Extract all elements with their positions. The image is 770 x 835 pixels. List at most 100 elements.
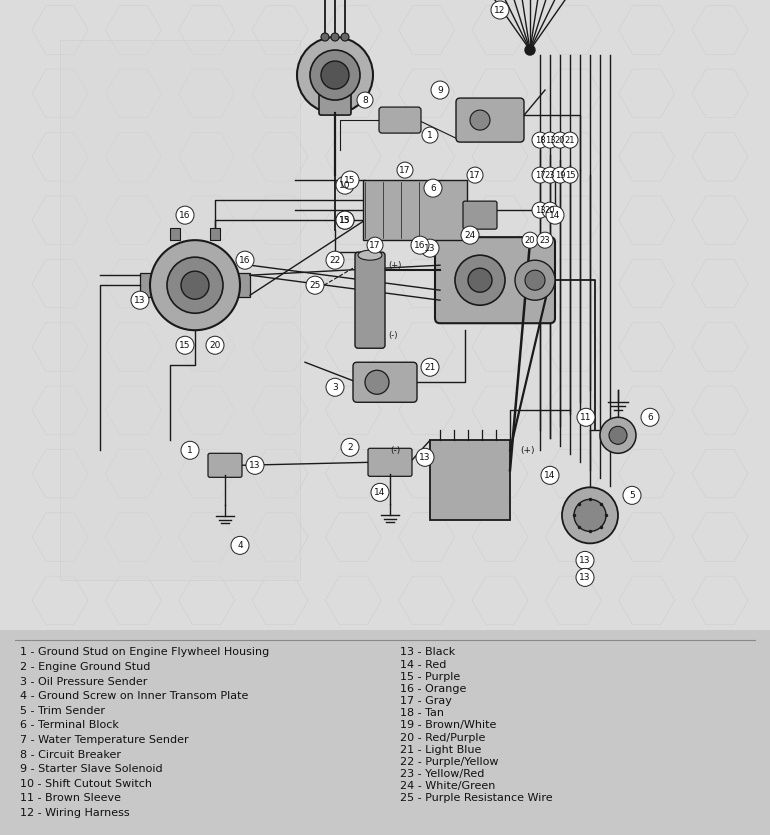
Text: 18: 18	[534, 135, 545, 144]
Circle shape	[341, 171, 359, 190]
Circle shape	[542, 202, 558, 218]
Text: 20: 20	[544, 205, 555, 215]
Text: 10: 10	[340, 180, 351, 190]
Circle shape	[310, 50, 360, 100]
Text: 13: 13	[134, 296, 146, 305]
Circle shape	[431, 81, 449, 99]
Text: 24: 24	[464, 230, 476, 240]
Text: 2 - Engine Ground Stud: 2 - Engine Ground Stud	[20, 662, 150, 672]
Circle shape	[397, 162, 413, 178]
Text: 5 - Trim Sender: 5 - Trim Sender	[20, 706, 105, 716]
Circle shape	[600, 418, 636, 453]
FancyBboxPatch shape	[319, 56, 351, 115]
Circle shape	[468, 268, 492, 292]
Text: 8 - Circuit Breaker: 8 - Circuit Breaker	[20, 750, 121, 760]
Circle shape	[532, 202, 548, 218]
Text: 6: 6	[647, 412, 653, 422]
Circle shape	[371, 483, 389, 501]
Circle shape	[336, 176, 354, 194]
FancyBboxPatch shape	[140, 273, 250, 297]
Text: 15: 15	[340, 215, 351, 225]
Text: 17: 17	[469, 170, 480, 180]
Text: 3: 3	[332, 382, 338, 392]
Text: 25 - Purple Resistance Wire: 25 - Purple Resistance Wire	[400, 793, 553, 803]
Circle shape	[576, 569, 594, 586]
Text: 18 - Tan: 18 - Tan	[400, 708, 444, 718]
FancyBboxPatch shape	[463, 201, 497, 229]
Text: (+): (+)	[388, 261, 401, 270]
Text: (-): (-)	[388, 331, 397, 340]
Circle shape	[167, 257, 223, 313]
FancyBboxPatch shape	[379, 107, 421, 133]
Text: 16: 16	[239, 256, 251, 265]
Text: 6 - Terminal Block: 6 - Terminal Block	[20, 721, 119, 731]
Text: 17 - Gray: 17 - Gray	[400, 696, 452, 706]
Circle shape	[467, 167, 483, 183]
Circle shape	[537, 232, 553, 248]
Circle shape	[470, 110, 490, 130]
FancyBboxPatch shape	[208, 453, 242, 478]
Text: 3 - Oil Pressure Sender: 3 - Oil Pressure Sender	[20, 676, 147, 686]
Text: 13: 13	[579, 556, 591, 565]
Text: 13: 13	[544, 135, 555, 144]
Text: 13: 13	[419, 453, 430, 462]
Circle shape	[306, 276, 324, 294]
Text: 9: 9	[437, 85, 443, 94]
Text: 10 - Shift Cutout Switch: 10 - Shift Cutout Switch	[20, 779, 152, 789]
Text: 21: 21	[424, 362, 436, 372]
Text: 15: 15	[564, 170, 575, 180]
Circle shape	[150, 240, 240, 330]
Circle shape	[336, 211, 354, 229]
FancyBboxPatch shape	[355, 252, 385, 348]
Text: 14: 14	[549, 210, 561, 220]
Text: 21: 21	[564, 135, 575, 144]
Circle shape	[609, 427, 627, 444]
Circle shape	[421, 239, 439, 257]
FancyBboxPatch shape	[170, 228, 180, 240]
FancyBboxPatch shape	[456, 98, 524, 142]
Text: 15 - Purple: 15 - Purple	[400, 671, 460, 681]
Text: 25: 25	[310, 281, 320, 290]
Text: 20: 20	[209, 341, 221, 350]
Text: 15: 15	[344, 175, 356, 185]
Text: 14 - Red: 14 - Red	[400, 660, 447, 670]
Text: 14: 14	[374, 488, 386, 497]
Circle shape	[542, 132, 558, 148]
Circle shape	[525, 45, 535, 55]
Circle shape	[297, 37, 373, 113]
Text: 20: 20	[554, 135, 565, 144]
Circle shape	[552, 167, 568, 183]
Text: 19: 19	[554, 170, 565, 180]
Text: 11: 11	[581, 412, 592, 422]
Circle shape	[367, 237, 383, 253]
Circle shape	[525, 271, 545, 291]
Circle shape	[321, 33, 329, 41]
Text: 4: 4	[237, 541, 243, 550]
FancyBboxPatch shape	[430, 440, 510, 520]
FancyBboxPatch shape	[210, 228, 220, 240]
Circle shape	[562, 488, 618, 544]
Text: 13: 13	[534, 205, 545, 215]
Text: 14: 14	[544, 471, 556, 480]
Circle shape	[532, 167, 548, 183]
Text: 1: 1	[427, 130, 433, 139]
Text: 13: 13	[579, 573, 591, 582]
Circle shape	[176, 206, 194, 224]
Circle shape	[546, 206, 564, 224]
Text: 22 - Purple/Yellow: 22 - Purple/Yellow	[400, 757, 498, 767]
Text: 13 - Black: 13 - Black	[400, 647, 455, 657]
Circle shape	[522, 232, 538, 248]
FancyBboxPatch shape	[435, 237, 555, 323]
Circle shape	[131, 291, 149, 309]
Circle shape	[181, 441, 199, 459]
Text: 13: 13	[424, 244, 436, 253]
Text: 17: 17	[400, 165, 410, 175]
Circle shape	[411, 236, 429, 254]
Text: 23 - Yellow/Red: 23 - Yellow/Red	[400, 769, 484, 779]
Circle shape	[562, 132, 578, 148]
Circle shape	[562, 167, 578, 183]
Text: 20: 20	[524, 235, 535, 245]
Circle shape	[365, 370, 389, 394]
Text: 2: 2	[347, 443, 353, 452]
Circle shape	[341, 438, 359, 456]
